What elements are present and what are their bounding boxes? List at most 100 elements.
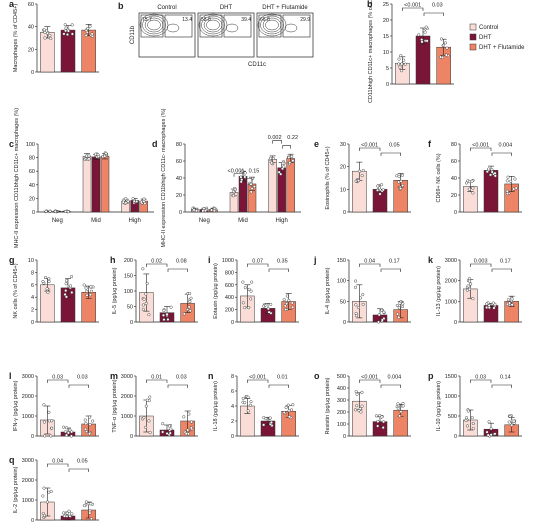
data-point [401, 404, 405, 408]
panel-g: g 0 2 4 6 8 10 NK cells (% of CD45+) [9, 255, 99, 326]
data-point [94, 152, 98, 156]
y-tick-label: 800 [225, 270, 234, 276]
x-category-label: Mid [91, 218, 101, 224]
data-point [357, 179, 361, 183]
p-value-label: <0.001 [361, 375, 378, 381]
data-point [249, 297, 253, 301]
data-point [84, 286, 88, 290]
p-value-label: 0.03 [432, 3, 443, 9]
data-point [266, 307, 270, 311]
data-point [41, 494, 45, 498]
data-point [471, 297, 475, 301]
y-tick-label: 15 [383, 34, 389, 40]
y-axis-label: MHC-II expression CD11bhigh CD11c- macro… [161, 108, 167, 247]
data-point [403, 62, 407, 66]
data-point [377, 313, 381, 317]
p-value-label: 0.03 [475, 375, 486, 381]
data-point [82, 504, 86, 508]
contour-line [142, 15, 166, 35]
y-tick-label: 2000 [22, 394, 34, 400]
gate-right [282, 14, 311, 38]
data-point [489, 173, 493, 177]
flow-y-label: CD11b [130, 25, 136, 44]
data-point [493, 432, 497, 436]
significance-bracket [167, 384, 188, 388]
data-point [85, 289, 89, 293]
p-value-label: 0.01 [151, 375, 162, 381]
y-axis-label: CD11bhigh CD11c+ macrophages (% of CD45+… [368, 0, 374, 103]
data-point [510, 297, 514, 301]
data-point [70, 290, 74, 294]
data-point [466, 284, 470, 288]
gate-right [223, 14, 252, 38]
data-point [84, 500, 88, 504]
data-point [402, 58, 406, 62]
data-point [489, 433, 493, 437]
data-point [282, 165, 286, 169]
y-tick-label: 20 [176, 193, 182, 199]
y-axis-label: IL-5 (pg/µg protein) [112, 267, 118, 314]
significance-bracket [247, 379, 269, 383]
data-point [50, 426, 54, 430]
data-point [471, 191, 475, 195]
data-point [250, 186, 254, 191]
significance-bracket [380, 268, 401, 272]
data-point [249, 190, 253, 194]
data-point [291, 403, 295, 407]
y-tick-label: 600 [225, 283, 234, 289]
data-point [358, 407, 362, 411]
data-point [142, 297, 146, 301]
y-tick-label: 20 [451, 193, 457, 199]
gate-value-right: 39.4 [241, 17, 251, 23]
data-point [246, 409, 250, 413]
data-point [47, 277, 51, 281]
data-point [377, 186, 381, 190]
y-tick-label: 0 [231, 434, 234, 440]
y-tick-label: 100 [26, 142, 35, 148]
data-point [189, 420, 194, 424]
y-tick-label: 1000 [121, 414, 133, 420]
panel-d: d 0 20 40 60 80 MHC-II expression CD11bhigh CD… [152, 108, 301, 247]
significance-bracket [470, 379, 492, 383]
data-point [397, 315, 401, 319]
data-point [397, 62, 401, 66]
data-point [70, 32, 74, 36]
data-point [141, 267, 145, 271]
data-point [126, 199, 130, 203]
y-tick-label: 2 [31, 308, 34, 314]
data-point [441, 43, 445, 47]
data-point [361, 302, 365, 306]
data-point [132, 199, 136, 203]
p-value-label: 0.04 [52, 459, 63, 465]
y-tick-label: 5 [386, 66, 389, 72]
p-value-label: 0.14 [500, 375, 511, 381]
y-tick-label: 0 [31, 320, 34, 326]
p-value-label: <0.001 [472, 143, 489, 149]
data-point [380, 415, 384, 419]
significance-bracket [243, 178, 253, 182]
data-point [470, 179, 474, 183]
data-point [65, 426, 69, 430]
data-point [45, 500, 49, 504]
data-point [250, 280, 254, 284]
data-point [285, 302, 289, 306]
data-point [380, 308, 384, 312]
data-point [375, 188, 380, 192]
data-point [165, 431, 169, 436]
data-point [397, 57, 401, 61]
panel-e: e 0 10 20 30 Eosinophils (% of CD45+) <0.001 0.… [314, 139, 411, 216]
data-point [66, 210, 70, 214]
data-point [231, 189, 235, 194]
y-tick-label: 150 [337, 258, 346, 264]
data-point [401, 401, 405, 405]
panel-letter: l [9, 371, 12, 381]
p-value-label: 0.03 [176, 375, 187, 381]
y-tick-label: 150 [124, 274, 133, 280]
panel-letter: g [9, 255, 15, 265]
data-point [240, 178, 244, 182]
y-tick-label: 20 [29, 196, 35, 202]
data-point [243, 171, 247, 175]
data-point [396, 312, 400, 316]
data-point [512, 419, 516, 423]
data-point [161, 430, 165, 434]
